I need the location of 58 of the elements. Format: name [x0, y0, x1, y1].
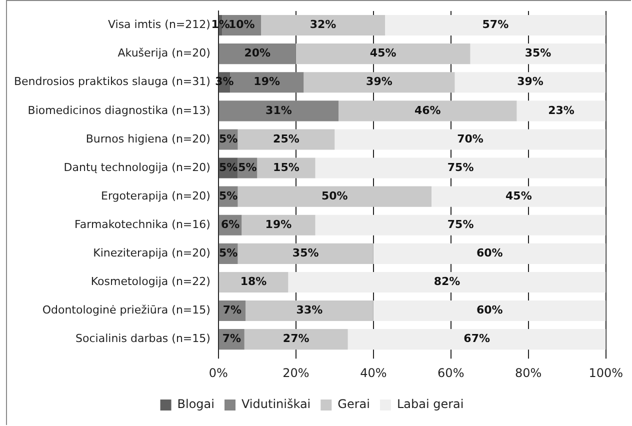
x-tick-label: 100% [588, 366, 624, 380]
x-tick-label: 40% [360, 366, 387, 380]
data-label: 5% [219, 246, 238, 260]
legend-label: Vidutiniškai [241, 397, 311, 412]
y-tick-label: Visa imtis (n=212) [108, 18, 210, 32]
data-label: 46% [414, 104, 441, 117]
data-label: 27% [282, 332, 310, 346]
y-tick-label: Kineziterapija (n=20) [93, 246, 210, 260]
legend-label: Labai gerai [396, 397, 464, 412]
data-label: 35% [524, 46, 552, 60]
data-label: 19% [254, 75, 280, 88]
legend-label: Gerai [338, 397, 370, 412]
data-label: 20% [244, 46, 271, 60]
x-tick-label: 80% [515, 366, 542, 380]
data-label: 23% [548, 104, 574, 117]
y-tick-label: Biomedicinos diagnostika (n=13) [28, 104, 210, 117]
data-label: 39% [517, 75, 544, 88]
data-label: 57% [482, 18, 509, 32]
y-tick-label: Dantų technologija (n=20) [64, 160, 210, 174]
legend-label: Blogai [177, 397, 214, 412]
y-tick-label: Bendrosios praktikos slauga (n=31) [14, 75, 210, 88]
data-label: 15% [273, 160, 300, 174]
data-label: 82% [434, 275, 460, 288]
y-tick-label: Kosmetologija (n=22) [90, 275, 210, 288]
data-label: 31% [266, 104, 292, 117]
data-label: 60% [476, 246, 503, 260]
data-label: 75% [447, 218, 474, 231]
y-tick-label: Odontologinė priežiūra (n=15) [42, 304, 210, 317]
y-tick-label: Akušerija (n=20) [118, 46, 210, 60]
data-label: 6% [220, 218, 240, 231]
data-label: 10% [228, 18, 255, 32]
data-label: 5% [219, 160, 238, 174]
data-label: 18% [240, 275, 267, 288]
data-label: 60% [476, 304, 503, 317]
data-label: 39% [366, 75, 392, 88]
y-tick-label: Socialinis darbas (n=15) [76, 332, 210, 346]
data-label: 7% [222, 304, 242, 317]
data-label: 5% [219, 189, 238, 202]
data-label: 50% [321, 189, 348, 202]
data-label: 32% [310, 18, 336, 32]
data-label: 19% [265, 218, 292, 231]
y-tick-label: Burnos higiena (n=20) [86, 132, 210, 146]
data-label: 45% [370, 46, 396, 60]
data-label: 35% [292, 246, 319, 260]
data-label: 33% [296, 304, 323, 317]
data-label: 67% [464, 332, 490, 346]
y-tick-label: Ergoterapija (n=20) [100, 189, 210, 202]
data-label: 5% [219, 132, 238, 146]
data-label: 7% [222, 332, 242, 346]
x-tick-label: 60% [438, 366, 464, 380]
y-tick-label: Farmakotechnika (n=16) [74, 218, 210, 231]
data-label: 45% [506, 189, 532, 202]
data-label: 75% [447, 160, 474, 174]
data-label: 5% [238, 160, 257, 174]
x-tick-label: 20% [282, 366, 310, 380]
data-label: 25% [273, 132, 300, 146]
x-tick-label: 0% [208, 366, 228, 380]
data-label: 70% [457, 132, 484, 146]
